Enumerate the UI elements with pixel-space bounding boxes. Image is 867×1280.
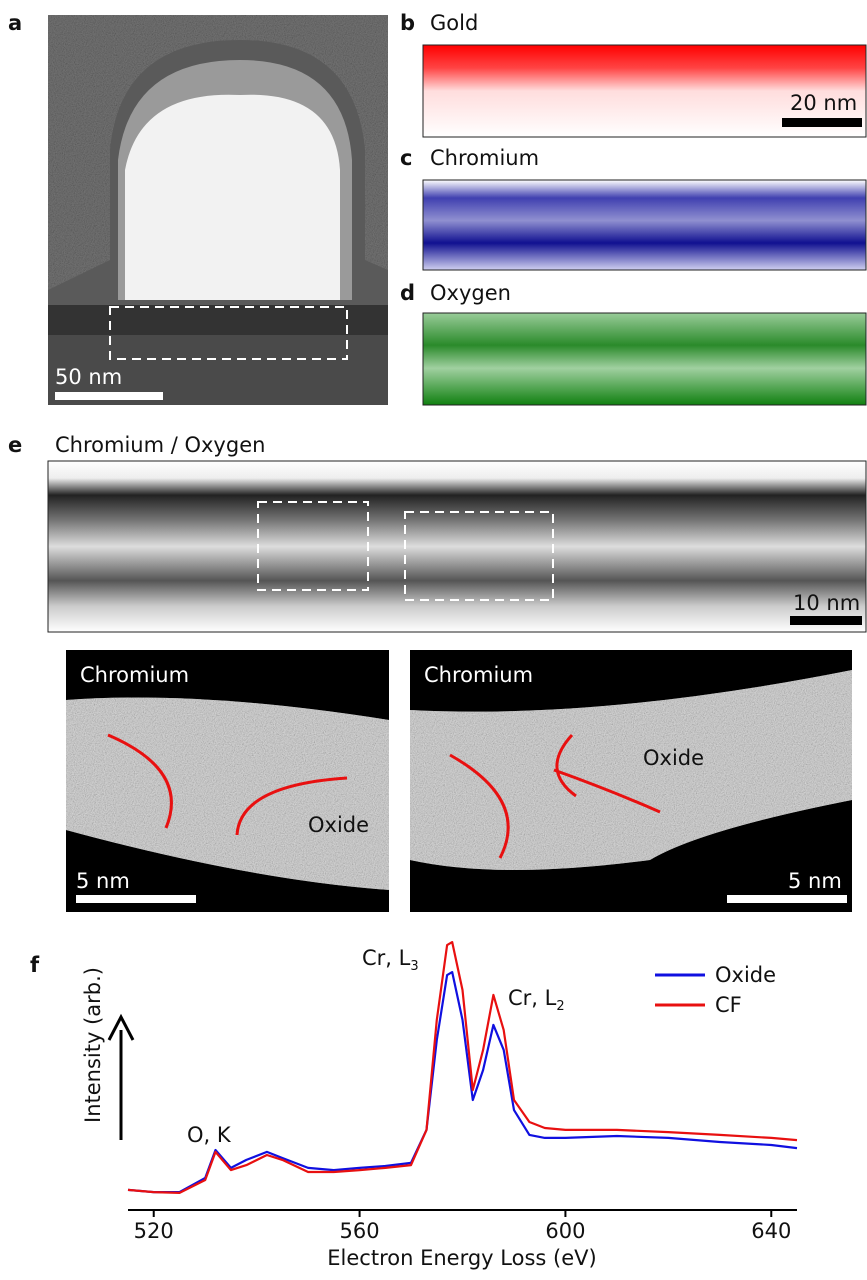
annotation-text: Cr, L xyxy=(508,986,557,1010)
panel-label: f xyxy=(30,953,40,977)
x-tick-label: 640 xyxy=(751,1219,791,1243)
panel-label: e xyxy=(8,433,22,457)
scale-bar-label: 20 nm xyxy=(790,91,857,115)
panel-title: Oxygen xyxy=(430,281,511,305)
annotation-subscript: 2 xyxy=(556,999,564,1014)
y-arrow xyxy=(109,1017,133,1140)
body: a 50 nm b Gold 20 nm c Chromium d Oxygen… xyxy=(0,0,867,1280)
annotation-subscript: 3 xyxy=(410,959,418,974)
annotation-text: O, K xyxy=(187,1123,232,1147)
series-line xyxy=(128,942,797,1193)
chromium-map xyxy=(423,180,866,270)
scale-bar-label: 10 nm xyxy=(793,591,860,615)
panel-title: Gold xyxy=(430,11,478,35)
annotation-text: Cr, L xyxy=(362,946,411,970)
panel-label: c xyxy=(400,146,412,170)
x-axis-label: Electron Energy Loss (eV) xyxy=(327,1246,596,1270)
panel-label: d xyxy=(400,281,415,305)
annotation: Cr, L3 xyxy=(362,946,419,974)
inset-right xyxy=(410,650,852,912)
page: Figure {"panels": [ {"label": "a", "scal… xyxy=(0,0,867,1280)
panel-label: b xyxy=(400,11,415,35)
scale-bar-label: 5 nm xyxy=(788,869,842,893)
scale-bar xyxy=(790,616,862,625)
inset-label: Oxide xyxy=(643,746,704,770)
scale-bar-label: 50 nm xyxy=(55,365,122,389)
scale-bar xyxy=(782,118,862,127)
oxygen-map xyxy=(423,313,866,405)
panel-title: Chromium xyxy=(430,146,539,170)
panel-a-image xyxy=(48,15,388,405)
figure: a 50 nm b Gold 20 nm c Chromium d Oxygen… xyxy=(0,0,867,1280)
legend-label: Oxide xyxy=(715,963,776,987)
scale-bar-label: 5 nm xyxy=(76,869,130,893)
legend-label: CF xyxy=(715,993,742,1017)
x-tick-label: 520 xyxy=(134,1219,174,1243)
y-axis-label: Intensity (arb.) xyxy=(81,967,105,1123)
inset-label: Chromium xyxy=(80,663,189,687)
x-tick-label: 560 xyxy=(340,1219,380,1243)
inset-label: Oxide xyxy=(308,813,369,837)
panel-title: Chromium / Oxygen xyxy=(55,433,265,457)
inset-label: Chromium xyxy=(424,663,533,687)
annotation: O, K xyxy=(187,1123,232,1147)
panel-label: a xyxy=(8,11,22,35)
ratio-map xyxy=(48,461,866,632)
x-tick-label: 600 xyxy=(545,1219,585,1243)
annotation: Cr, L2 xyxy=(508,986,565,1014)
